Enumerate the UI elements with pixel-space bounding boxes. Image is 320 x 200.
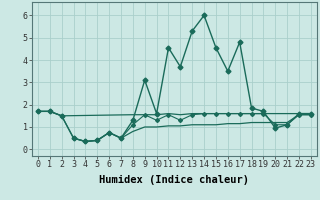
X-axis label: Humidex (Indice chaleur): Humidex (Indice chaleur) xyxy=(100,175,249,185)
